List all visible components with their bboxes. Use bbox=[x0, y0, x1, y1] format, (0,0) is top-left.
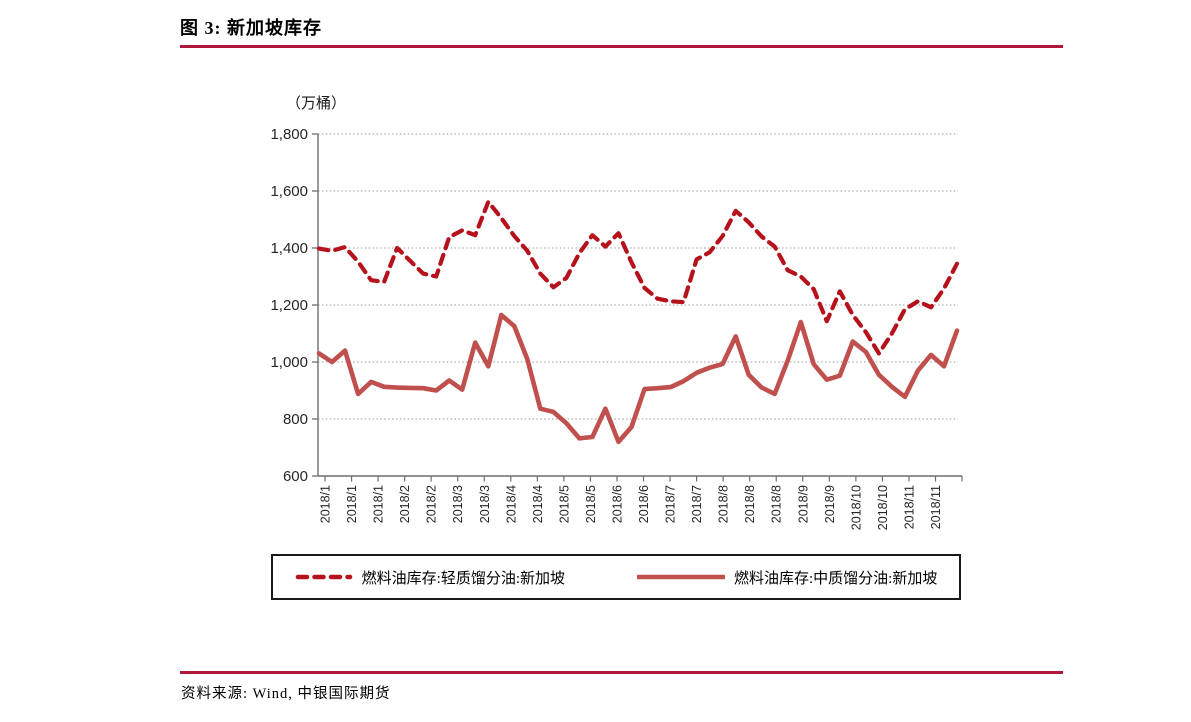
source-note: 资料来源: Wind, 中银国际期货 bbox=[181, 686, 391, 702]
svg-text:2018/1: 2018/1 bbox=[345, 485, 359, 523]
svg-text:2018/7: 2018/7 bbox=[664, 485, 678, 523]
svg-text:2018/8: 2018/8 bbox=[770, 485, 784, 523]
y-axis-unit-label: （万桶） bbox=[286, 96, 347, 112]
svg-text:2018/5: 2018/5 bbox=[584, 485, 598, 523]
svg-text:2018/11: 2018/11 bbox=[902, 485, 916, 529]
svg-text:2018/1: 2018/1 bbox=[319, 485, 333, 523]
svg-text:2018/10: 2018/10 bbox=[876, 485, 890, 530]
svg-text:1,400: 1,400 bbox=[270, 240, 308, 257]
svg-text:2018/1: 2018/1 bbox=[372, 485, 386, 523]
figure-title: 图 3: 新加坡库存 bbox=[180, 18, 322, 38]
legend-label-middle-distillate: 燃料油库存:中质馏分油:新加坡 bbox=[734, 570, 938, 587]
svg-text:600: 600 bbox=[283, 468, 308, 485]
svg-text:1,200: 1,200 bbox=[270, 297, 308, 314]
svg-text:2018/8: 2018/8 bbox=[717, 485, 731, 523]
svg-text:2018/2: 2018/2 bbox=[398, 485, 412, 523]
svg-text:2018/9: 2018/9 bbox=[796, 485, 810, 523]
svg-text:2018/9: 2018/9 bbox=[823, 485, 837, 523]
svg-text:2018/4: 2018/4 bbox=[531, 485, 545, 523]
dashed-line-sample-icon bbox=[295, 574, 352, 580]
chart-legend: 燃料油库存:轻质馏分油:新加坡 燃料油库存:中质馏分油:新加坡 bbox=[271, 554, 961, 600]
svg-text:2018/3: 2018/3 bbox=[478, 485, 492, 523]
line-chart: 600 800 1,000 1,200 1,400 1,600 1,800 2018/1 201… bbox=[270, 126, 963, 530]
footer-rule bbox=[180, 671, 1063, 674]
svg-text:800: 800 bbox=[283, 411, 308, 428]
svg-text:2018/7: 2018/7 bbox=[690, 485, 704, 523]
svg-text:2018/6: 2018/6 bbox=[637, 485, 651, 523]
svg-text:2018/5: 2018/5 bbox=[557, 485, 571, 523]
solid-line-sample-icon bbox=[637, 574, 725, 580]
legend-item-middle-distillate: 燃料油库存:中质馏分油:新加坡 bbox=[637, 567, 937, 588]
svg-text:2018/8: 2018/8 bbox=[743, 485, 757, 523]
legend-label-light-distillate: 燃料油库存:轻质馏分油:新加坡 bbox=[361, 570, 565, 587]
svg-text:2018/2: 2018/2 bbox=[425, 485, 439, 523]
svg-text:2018/3: 2018/3 bbox=[451, 485, 465, 523]
svg-text:2018/4: 2018/4 bbox=[504, 485, 518, 523]
svg-text:1,600: 1,600 bbox=[270, 183, 308, 200]
svg-text:1,800: 1,800 bbox=[270, 126, 308, 143]
svg-text:2018/10: 2018/10 bbox=[849, 485, 863, 530]
legend-item-light-distillate: 燃料油库存:轻质馏分油:新加坡 bbox=[295, 567, 565, 588]
svg-text:2018/11: 2018/11 bbox=[929, 485, 943, 529]
title-rule bbox=[180, 45, 1063, 48]
svg-text:2018/6: 2018/6 bbox=[610, 485, 624, 523]
svg-text:1,000: 1,000 bbox=[270, 354, 308, 371]
